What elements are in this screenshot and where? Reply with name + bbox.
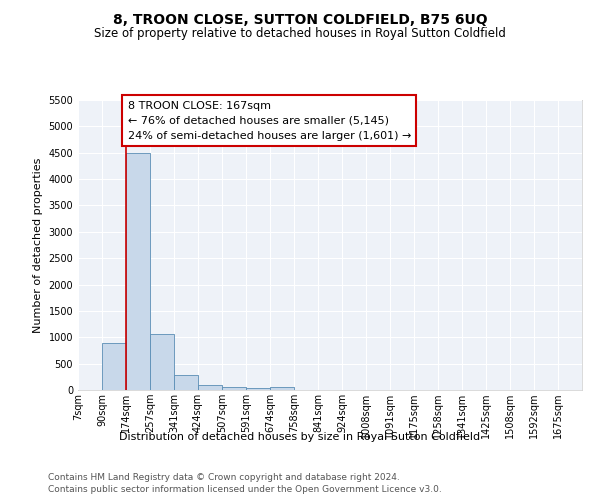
Bar xyxy=(126,152,150,390)
Bar xyxy=(270,388,294,390)
Bar xyxy=(174,374,198,390)
Text: Size of property relative to detached houses in Royal Sutton Coldfield: Size of property relative to detached ho… xyxy=(94,28,506,40)
Text: Contains public sector information licensed under the Open Government Licence v3: Contains public sector information licen… xyxy=(48,485,442,494)
Text: 8 TROON CLOSE: 167sqm
← 76% of detached houses are smaller (5,145)
24% of semi-d: 8 TROON CLOSE: 167sqm ← 76% of detached … xyxy=(128,101,411,140)
Bar xyxy=(198,385,222,390)
Bar xyxy=(150,334,174,390)
Text: 8, TROON CLOSE, SUTTON COLDFIELD, B75 6UQ: 8, TROON CLOSE, SUTTON COLDFIELD, B75 6U… xyxy=(113,12,487,26)
Bar xyxy=(102,342,126,390)
Bar xyxy=(222,387,246,390)
Text: Distribution of detached houses by size in Royal Sutton Coldfield: Distribution of detached houses by size … xyxy=(119,432,481,442)
Bar xyxy=(246,388,270,390)
Text: Contains HM Land Registry data © Crown copyright and database right 2024.: Contains HM Land Registry data © Crown c… xyxy=(48,472,400,482)
Y-axis label: Number of detached properties: Number of detached properties xyxy=(33,158,43,332)
